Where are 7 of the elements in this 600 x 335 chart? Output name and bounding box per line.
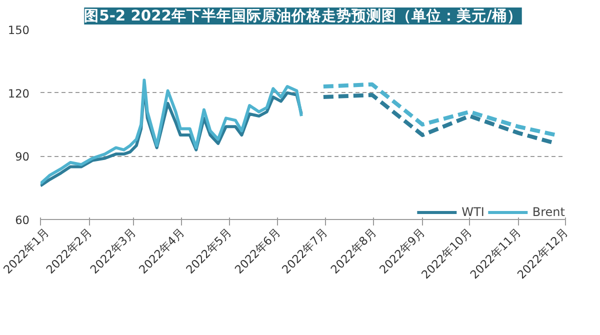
y-tick-label: 150 (8, 23, 30, 37)
legend-label: Brent (532, 205, 565, 219)
y-tick-label: 90 (15, 150, 30, 164)
legend-label: WTI (462, 205, 484, 219)
y-tick-label: 120 (8, 86, 30, 100)
chart-title: 图5-2 2022年下半年国际原油价格走势预测图（单位：美元/桶） (84, 6, 522, 24)
y-tick-label: 60 (15, 213, 30, 227)
